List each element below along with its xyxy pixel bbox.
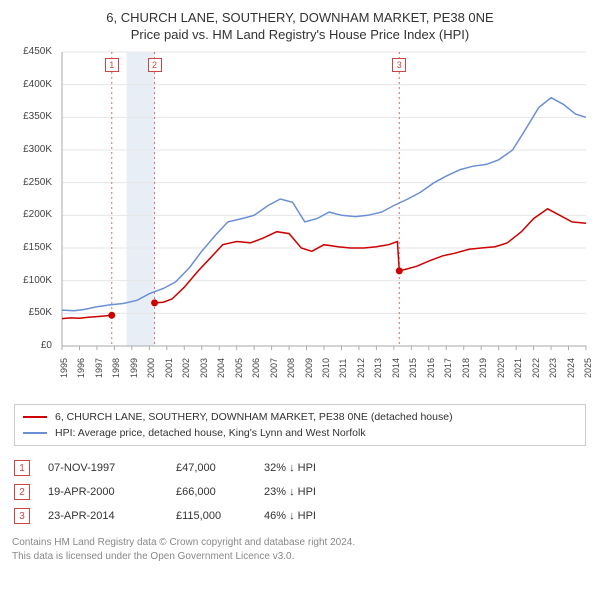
x-tick-label: 2001 [164, 358, 174, 378]
y-tick-label: £150K [12, 242, 52, 253]
y-tick-label: £0 [12, 340, 52, 351]
x-tick-label: 2004 [216, 358, 226, 378]
y-tick-label: £200K [12, 209, 52, 220]
x-tick-label: 2016 [426, 358, 436, 378]
sale-date: 07-NOV-1997 [48, 462, 158, 474]
footnote: Contains HM Land Registry data © Crown c… [12, 536, 588, 563]
sale-row: 1 07-NOV-1997 £47,000 32% ↓ HPI [14, 456, 586, 480]
sale-date: 23-APR-2014 [48, 510, 158, 522]
sale-number-box: 1 [14, 460, 30, 476]
sale-price: £47,000 [176, 462, 246, 474]
sale-marker-box: 3 [392, 58, 406, 72]
sale-price: £66,000 [176, 486, 246, 498]
y-tick-label: £250K [12, 177, 52, 188]
chart-svg [12, 46, 588, 396]
x-tick-label: 2012 [356, 358, 366, 378]
x-tick-label: 2005 [234, 358, 244, 378]
y-tick-label: £450K [12, 46, 52, 57]
price-paid-line [62, 315, 112, 318]
sale-row: 3 23-APR-2014 £115,000 46% ↓ HPI [14, 504, 586, 528]
x-tick-label: 2018 [461, 358, 471, 378]
legend-label: HPI: Average price, detached house, King… [55, 427, 366, 439]
x-tick-label: 2024 [566, 358, 576, 378]
x-tick-label: 2013 [373, 358, 383, 378]
sale-delta: 32% ↓ HPI [264, 462, 316, 474]
x-tick-label: 2014 [391, 358, 401, 378]
sale-price: £115,000 [176, 510, 246, 522]
footnote-line-2: This data is licensed under the Open Gov… [12, 550, 588, 564]
sale-point [108, 312, 115, 319]
y-tick-label: £300K [12, 144, 52, 155]
x-tick-label: 2019 [478, 358, 488, 378]
y-tick-label: £400K [12, 79, 52, 90]
legend-swatch [23, 432, 47, 434]
sale-point [396, 267, 403, 274]
legend-row: HPI: Average price, detached house, King… [23, 425, 577, 441]
x-tick-label: 1999 [129, 358, 139, 378]
chart-container: 6, CHURCH LANE, SOUTHERY, DOWNHAM MARKET… [0, 0, 600, 590]
x-tick-label: 2017 [443, 358, 453, 378]
legend-label: 6, CHURCH LANE, SOUTHERY, DOWNHAM MARKET… [55, 411, 453, 423]
x-tick-label: 2015 [408, 358, 418, 378]
sale-number-box: 3 [14, 508, 30, 524]
legend-row: 6, CHURCH LANE, SOUTHERY, DOWNHAM MARKET… [23, 409, 577, 425]
chart-area: £0 £50K £100K £150K £200K £250K £300K £350K £400… [12, 46, 588, 396]
x-tick-label: 1995 [59, 358, 69, 378]
sale-delta: 23% ↓ HPI [264, 486, 316, 498]
price-paid-line [155, 209, 586, 303]
legend-swatch [23, 416, 47, 418]
x-tick-label: 1996 [76, 358, 86, 378]
x-tick-label: 2007 [269, 358, 279, 378]
x-tick-label: 2006 [251, 358, 261, 378]
titles: 6, CHURCH LANE, SOUTHERY, DOWNHAM MARKET… [12, 10, 588, 42]
sale-row: 2 19-APR-2000 £66,000 23% ↓ HPI [14, 480, 586, 504]
x-tick-label: 2010 [321, 358, 331, 378]
footnote-line-1: Contains HM Land Registry data © Crown c… [12, 536, 588, 550]
x-tick-label: 2002 [181, 358, 191, 378]
x-tick-label: 1998 [111, 358, 121, 378]
x-tick-label: 2011 [338, 359, 348, 378]
y-tick-label: £350K [12, 111, 52, 122]
sale-delta: 46% ↓ HPI [264, 510, 316, 522]
x-tick-label: 2000 [146, 358, 156, 378]
y-tick-label: £50K [12, 307, 52, 318]
x-tick-label: 2008 [286, 358, 296, 378]
x-tick-label: 2023 [548, 358, 558, 378]
sale-date: 19-APR-2000 [48, 486, 158, 498]
title-address: 6, CHURCH LANE, SOUTHERY, DOWNHAM MARKET… [12, 10, 588, 25]
x-tick-label: 2009 [304, 358, 314, 378]
y-tick-label: £100K [12, 275, 52, 286]
sale-point [151, 299, 158, 306]
x-tick-label: 2003 [199, 358, 209, 378]
sale-marker-box: 2 [148, 58, 162, 72]
sale-marker-box: 1 [105, 58, 119, 72]
sale-number-box: 2 [14, 484, 30, 500]
x-tick-label: 2021 [513, 358, 523, 378]
title-subtitle: Price paid vs. HM Land Registry's House … [12, 27, 588, 42]
legend-box: 6, CHURCH LANE, SOUTHERY, DOWNHAM MARKET… [14, 404, 586, 446]
x-tick-label: 2020 [496, 358, 506, 378]
x-tick-label: 2025 [583, 358, 593, 378]
x-tick-label: 2022 [531, 358, 541, 378]
x-tick-label: 1997 [94, 358, 104, 378]
sales-table: 1 07-NOV-1997 £47,000 32% ↓ HPI 2 19-APR-2000… [14, 456, 586, 528]
